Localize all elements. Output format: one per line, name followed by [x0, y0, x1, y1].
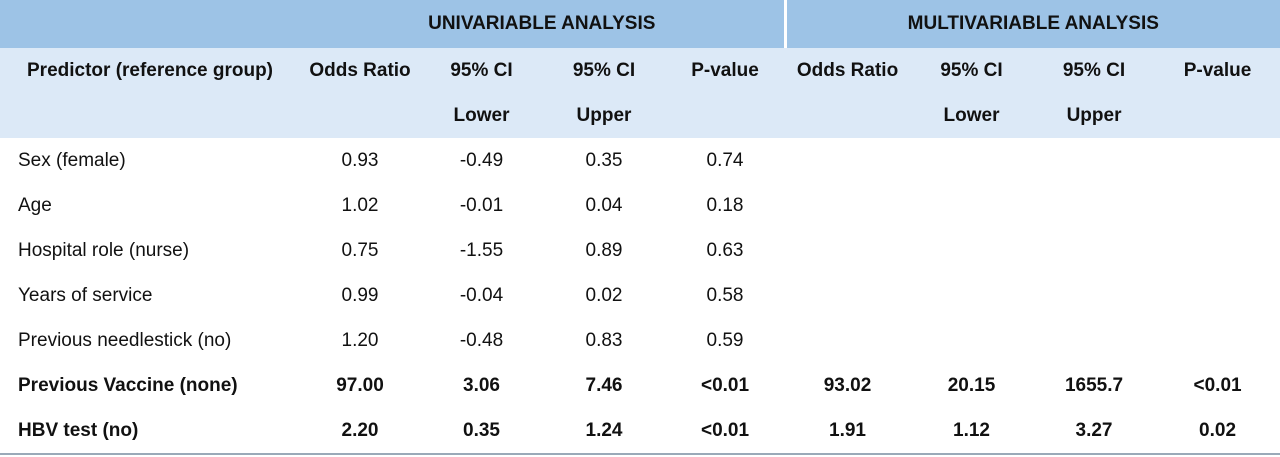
table-cell: 0.63: [706, 239, 744, 261]
blank-cell: [0, 0, 300, 48]
table-cell: 0.75: [341, 239, 379, 261]
table-cell: 3.06: [463, 374, 500, 396]
column-header: 95% CI Upper: [1033, 48, 1156, 138]
column-header: P-value: [1155, 48, 1280, 138]
table-cell: [785, 228, 910, 273]
table-cell: 7.46: [585, 374, 623, 396]
table-cell: [1155, 228, 1280, 273]
table-cell: 97.00: [336, 374, 384, 396]
column-header: P-value: [665, 48, 786, 138]
table-cell: 1.24: [585, 419, 623, 441]
table-cell: [1033, 183, 1155, 228]
table-row: Years of service 0.99 -0.04 0.02 0.58: [0, 273, 1280, 318]
table-cell: <0.01: [1193, 374, 1242, 396]
table-row: Sex (female) 0.93 -0.49 0.35 0.74: [0, 138, 1280, 183]
table-cell: 1.02: [341, 194, 379, 216]
table-cell: 2.20: [341, 419, 379, 441]
row-label: Hospital role (nurse): [18, 239, 190, 261]
table-cell: 0.93: [341, 149, 379, 171]
table-cell: [785, 273, 910, 318]
table-body: Sex (female) 0.93 -0.49 0.35 0.74 Age 1.02 -0.0…: [0, 138, 1280, 454]
table-cell: [910, 273, 1033, 318]
table-cell: [910, 228, 1033, 273]
table-cell: 0.18: [706, 194, 744, 216]
column-header: 95% CI Lower: [420, 48, 543, 138]
table-cell: 1.12: [953, 419, 990, 441]
table-cell: -0.01: [459, 194, 504, 216]
column-header: 95% CI Lower: [910, 48, 1034, 138]
row-label: Previous needlestick (no): [18, 329, 232, 351]
row-label: HBV test (no): [18, 419, 139, 441]
table-cell: 0.89: [585, 239, 623, 261]
table-row: Previous Vaccine (none) 97.00 3.06 7.46 <0.0…: [0, 363, 1280, 408]
table-cell: [910, 183, 1033, 228]
column-header: Predictor (reference group): [0, 48, 300, 138]
table-cell: <0.01: [700, 419, 750, 441]
table-cell: 0.35: [463, 419, 500, 441]
column-header: Odds Ratio: [300, 48, 420, 138]
row-label: Age: [18, 194, 52, 216]
table-cell: -0.04: [459, 284, 504, 306]
table-cell: -0.48: [459, 329, 504, 351]
table-row: Age 1.02 -0.01 0.04 0.18: [0, 183, 1280, 228]
row-label: Previous Vaccine (none): [18, 374, 238, 396]
table-cell: [785, 318, 910, 363]
table-cell: [1033, 228, 1155, 273]
row-label: Sex (female): [18, 149, 126, 171]
group-header: MULTIVARIABLE ANALYSIS: [783, 0, 1280, 48]
table-cell: 0.99: [341, 284, 379, 306]
table-cell: [910, 138, 1033, 183]
table-cell: 1.91: [829, 419, 866, 441]
table-cell: [1155, 273, 1280, 318]
table-row: Previous needlestick (no) 1.20 -0.48 0.83 0.…: [0, 318, 1280, 363]
column-header: 95% CI Upper: [543, 48, 665, 138]
table-cell: 3.27: [1075, 419, 1113, 441]
table-cell: <0.01: [700, 374, 750, 396]
table-row: HBV test (no) 2.20 0.35 1.24 <0.01 1.91 1.12 3.…: [0, 408, 1280, 454]
table-cell: [1033, 273, 1155, 318]
row-label: Years of service: [18, 284, 153, 306]
table-cell: 0.58: [706, 284, 744, 306]
table-cell: 0.35: [585, 149, 623, 171]
table-cell: 0.74: [706, 149, 744, 171]
table-cell: 0.02: [585, 284, 623, 306]
group-header-row: UNIVARIABLE ANALYSIS MULTIVARIABLE ANALY…: [0, 0, 1280, 48]
table-cell: 93.02: [823, 374, 872, 396]
table-cell: [785, 183, 910, 228]
table-cell: [910, 318, 1033, 363]
column-header: Odds Ratio: [785, 48, 911, 138]
table-cell: 0.04: [585, 194, 623, 216]
table-cell: 1.20: [341, 329, 379, 351]
table-row: Hospital role (nurse) 0.75 -1.55 0.89 0.63: [0, 228, 1280, 273]
table-cell: 0.02: [1199, 419, 1237, 441]
table-cell: 1655.7: [1064, 374, 1124, 396]
table-cell: [1155, 138, 1280, 183]
table-cell: [1155, 318, 1280, 363]
column-header-row: Predictor (reference group) Odds Ratio 95%…: [0, 48, 1280, 138]
table-cell: [1155, 183, 1280, 228]
table-cell: -1.55: [459, 239, 504, 261]
table-cell: [1033, 318, 1155, 363]
group-header: UNIVARIABLE ANALYSIS: [300, 0, 786, 48]
table-cell: [785, 138, 910, 183]
table-cell: -0.49: [459, 149, 504, 171]
table-cell: 0.83: [585, 329, 623, 351]
table-cell: [1033, 138, 1155, 183]
table-cell: 20.15: [947, 374, 996, 396]
table-cell: 0.59: [706, 329, 744, 351]
